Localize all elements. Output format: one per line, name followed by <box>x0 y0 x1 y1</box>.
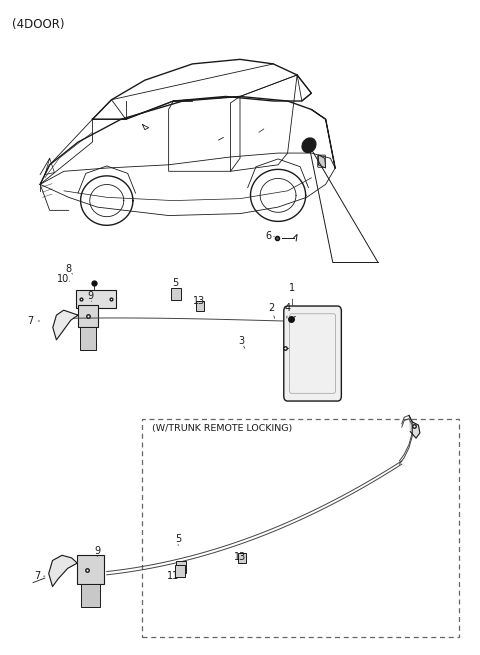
Polygon shape <box>48 555 77 586</box>
Bar <box>143 419 459 637</box>
Text: 6: 6 <box>265 231 272 242</box>
Text: 2: 2 <box>268 303 274 313</box>
Polygon shape <box>53 310 78 340</box>
Text: 9: 9 <box>87 291 93 301</box>
Text: 11: 11 <box>167 571 180 581</box>
Bar <box>176 561 186 573</box>
Bar <box>175 565 185 577</box>
Bar <box>80 328 96 350</box>
Bar <box>81 584 100 607</box>
Text: 10: 10 <box>57 274 69 284</box>
Text: 4: 4 <box>285 303 291 313</box>
Text: (W/TRUNK REMOTE LOCKING): (W/TRUNK REMOTE LOCKING) <box>152 424 292 433</box>
Polygon shape <box>409 415 420 438</box>
Bar <box>76 290 116 308</box>
Bar <box>196 301 204 311</box>
Text: 7: 7 <box>35 571 41 581</box>
Bar <box>238 553 246 563</box>
Ellipse shape <box>302 138 316 153</box>
Bar <box>171 288 181 299</box>
Text: 5: 5 <box>175 534 181 544</box>
Text: 8: 8 <box>66 264 72 274</box>
Text: 7: 7 <box>27 316 34 326</box>
Text: 3: 3 <box>238 335 244 346</box>
Text: 9: 9 <box>94 546 100 555</box>
Text: (4DOOR): (4DOOR) <box>12 18 64 31</box>
Bar <box>77 555 104 584</box>
FancyBboxPatch shape <box>318 155 325 168</box>
Text: 5: 5 <box>173 278 179 288</box>
Text: 13: 13 <box>193 297 205 307</box>
Bar <box>78 305 98 328</box>
Text: 13: 13 <box>234 552 246 561</box>
Text: 1: 1 <box>289 284 295 293</box>
FancyBboxPatch shape <box>284 306 341 401</box>
